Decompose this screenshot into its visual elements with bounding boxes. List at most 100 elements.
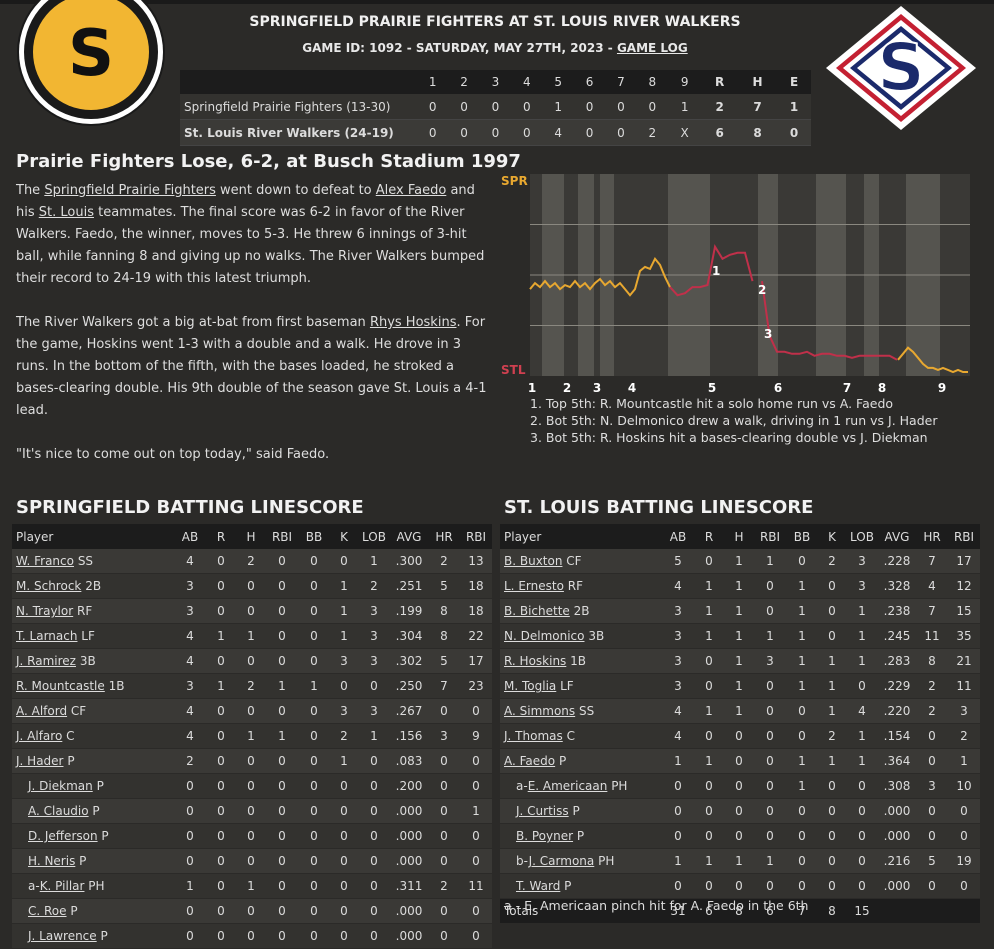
stat-cell: 0 [330, 898, 358, 924]
player-link[interactable]: J. Lawrence [28, 929, 97, 943]
stat-cell: 2 [236, 549, 266, 574]
inning-header: 9 [668, 70, 702, 94]
player-cell: A. Faedo P [500, 748, 662, 774]
player-link[interactable]: B. Buxton [504, 554, 563, 568]
stat-cell: 1 [846, 648, 878, 674]
team-link-springfield[interactable]: Springfield Prairie Fighters [44, 183, 216, 198]
player-link[interactable]: A. Claudio [28, 804, 89, 818]
stat-cell: 1 [330, 598, 358, 624]
player-position: P [564, 879, 572, 893]
stat-cell: 0 [358, 898, 390, 924]
inning-score: 0 [573, 119, 606, 146]
story-paragraph: The River Walkers got a big at-bat from … [16, 312, 494, 422]
stat-cell: 1 [206, 673, 236, 699]
player-link[interactable]: A. Alford [16, 704, 68, 718]
batting-row: B. Buxton CF 5 0 1 1 0 2 3.228 7 17 [500, 549, 980, 574]
player-link[interactable]: J. Curtiss [516, 804, 569, 818]
batting-row: J. Diekman P 0 0 0 0 0 0 0.200 0 0 [12, 773, 492, 799]
team-link-st-louis[interactable]: St. Louis [38, 205, 94, 220]
stat-cell: 0 [206, 598, 236, 624]
stat-cell: 0 [460, 823, 492, 849]
stat-cell: .300 [390, 549, 428, 574]
stat-cell: 0 [694, 773, 724, 799]
stat-cell: 0 [298, 698, 330, 724]
stat-cell: 1 [786, 748, 818, 774]
player-link[interactable]: R. Mountcastle [16, 679, 105, 693]
inning-score: 0 [573, 94, 606, 120]
stat-cell: 0 [206, 898, 236, 924]
linescore-team-header [180, 70, 417, 94]
inning-score: 0 [511, 119, 543, 146]
player-link[interactable]: R. Hoskins [504, 654, 567, 668]
stat-cell: 0 [694, 823, 724, 849]
stat-cell: .083 [390, 748, 428, 774]
player-link[interactable]: T. Larnach [16, 629, 78, 643]
stat-cell: 18 [460, 573, 492, 599]
stat-cell: 0 [916, 798, 948, 824]
stat-cell: 1 [298, 673, 330, 699]
totals-cell: 6 [694, 898, 724, 924]
player-link[interactable]: J. Thomas [504, 729, 563, 743]
player-link[interactable]: B. Bichette [504, 604, 570, 618]
stat-cell: 3 [846, 549, 878, 574]
player-link[interactable]: N. Traylor [16, 604, 74, 618]
player-cell: M. Toglia LF [500, 673, 662, 699]
player-link[interactable]: A. Simmons [504, 704, 576, 718]
player-link[interactable]: K. Pillar [39, 879, 85, 893]
stat-cell: 11 [916, 623, 948, 649]
stat-cell: 0 [916, 748, 948, 774]
player-link[interactable]: T. Ward [516, 879, 561, 893]
errors-header: E [777, 70, 811, 94]
player-link[interactable]: M. Toglia [504, 679, 557, 693]
stat-cell: 1 [754, 623, 786, 649]
player-link[interactable]: M. Schrock [16, 579, 82, 593]
stat-cell: 0 [330, 823, 358, 849]
totals-cell [916, 898, 948, 924]
stat-cell: 0 [818, 798, 846, 824]
stat-cell: 0 [358, 773, 390, 799]
inning-score: 0 [511, 94, 543, 120]
stat-cell: 0 [754, 873, 786, 899]
player-link[interactable]: J. Hader [16, 754, 64, 768]
stat-cell: 0 [266, 748, 298, 774]
player-link[interactable]: H. Neris [28, 854, 76, 868]
player-link[interactable]: J. Ramirez [16, 654, 76, 668]
player-link-hoskins[interactable]: Rhys Hoskins [369, 315, 457, 330]
player-link[interactable]: E. Americaan [527, 779, 608, 793]
column-header: RBI [754, 524, 786, 549]
stat-cell: 4 [662, 573, 694, 599]
player-link[interactable]: J. Alfaro [16, 729, 63, 743]
stat-cell: .229 [878, 673, 916, 699]
stat-cell: 21 [948, 648, 980, 674]
player-position: C [66, 729, 75, 743]
player-cell: T. Larnach LF [12, 623, 174, 649]
inning-score: 0 [479, 94, 512, 120]
story-text: . For the game, Hoskins went 1-3 with a … [16, 315, 487, 418]
player-link-faedo[interactable]: Alex Faedo [375, 183, 447, 198]
game-log-link[interactable]: GAME LOG [616, 41, 688, 55]
stat-cell: 4 [174, 648, 206, 674]
player-cell: A. Alford CF [12, 698, 174, 724]
stat-cell: 7 [916, 549, 948, 574]
player-link[interactable]: J. Diekman [28, 779, 93, 793]
player-link[interactable]: D. Jefferson [28, 829, 98, 843]
player-link[interactable]: A. Faedo [504, 754, 556, 768]
batting-row: W. Franco SS 4 0 2 0 0 0 1.300 2 13 [12, 549, 492, 574]
player-link[interactable]: J. Carmona [528, 854, 595, 868]
player-link[interactable]: C. Roe [28, 904, 67, 918]
player-link[interactable]: L. Ernesto [504, 579, 564, 593]
stat-cell: 0 [724, 873, 754, 899]
top-bar [0, 0, 994, 4]
stat-cell: 0 [174, 773, 206, 799]
stat-cell: 1 [236, 723, 266, 749]
linescore-header-row: 1 2 3 4 5 6 7 8 9 R H E [180, 70, 811, 94]
player-link[interactable]: N. Delmonico [504, 629, 585, 643]
stat-cell: 0 [428, 698, 460, 724]
player-link[interactable]: B. Poyner [516, 829, 574, 843]
player-link[interactable]: W. Franco [16, 554, 74, 568]
stat-cell: 4 [174, 623, 206, 649]
st-louis-batting-title: ST. LOUIS BATTING LINESCORE [504, 497, 814, 518]
stat-cell: 0 [298, 623, 330, 649]
stat-cell: 0 [460, 923, 492, 949]
stat-cell: .000 [390, 923, 428, 949]
